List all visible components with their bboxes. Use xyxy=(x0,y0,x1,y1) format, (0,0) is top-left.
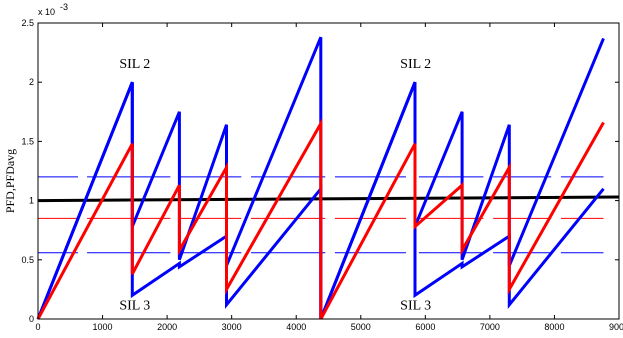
sil-annotation: SIL 3 xyxy=(119,299,150,314)
x-tick-label: 3000 xyxy=(222,322,242,332)
sil-annotation: SIL 3 xyxy=(400,299,431,314)
y-tick-label: 2 xyxy=(29,77,34,87)
pfd-series-3 xyxy=(36,117,605,320)
chart-labels: x 10 -3 PFD,PFDavg SIL 2 SIL 2 SIL 3 SIL 3 xyxy=(3,2,431,314)
threshold-line xyxy=(37,195,620,203)
x-tick-label: 1000 xyxy=(93,322,113,332)
x-tick-label: 2000 xyxy=(157,322,177,332)
sil-annotation: SIL 2 xyxy=(119,57,150,72)
x-tick-label: 4000 xyxy=(286,322,306,332)
y-tick-label: 1.5 xyxy=(21,136,34,146)
x-tick-label: 5000 xyxy=(351,322,371,332)
x-tick-label: 0 xyxy=(35,322,40,332)
x-tick-label: 6000 xyxy=(415,322,435,332)
plot-area-frame xyxy=(37,22,620,320)
sil-annotation: SIL 2 xyxy=(400,57,431,72)
y-tick-label: 0.5 xyxy=(21,255,34,265)
x-tick-label: 7000 xyxy=(480,322,500,332)
y-tick-label: 2.5 xyxy=(21,18,34,28)
x-tick-label: 8000 xyxy=(544,322,564,332)
y-axis-label: PFD,PFDavg xyxy=(3,149,17,213)
y-exponent-power: -3 xyxy=(60,2,68,12)
y-exponent-label: x 10 xyxy=(38,7,55,17)
y-tick-label: 1 xyxy=(29,196,34,206)
y-tick-label: 0 xyxy=(29,314,34,324)
chart-curves xyxy=(36,36,620,320)
